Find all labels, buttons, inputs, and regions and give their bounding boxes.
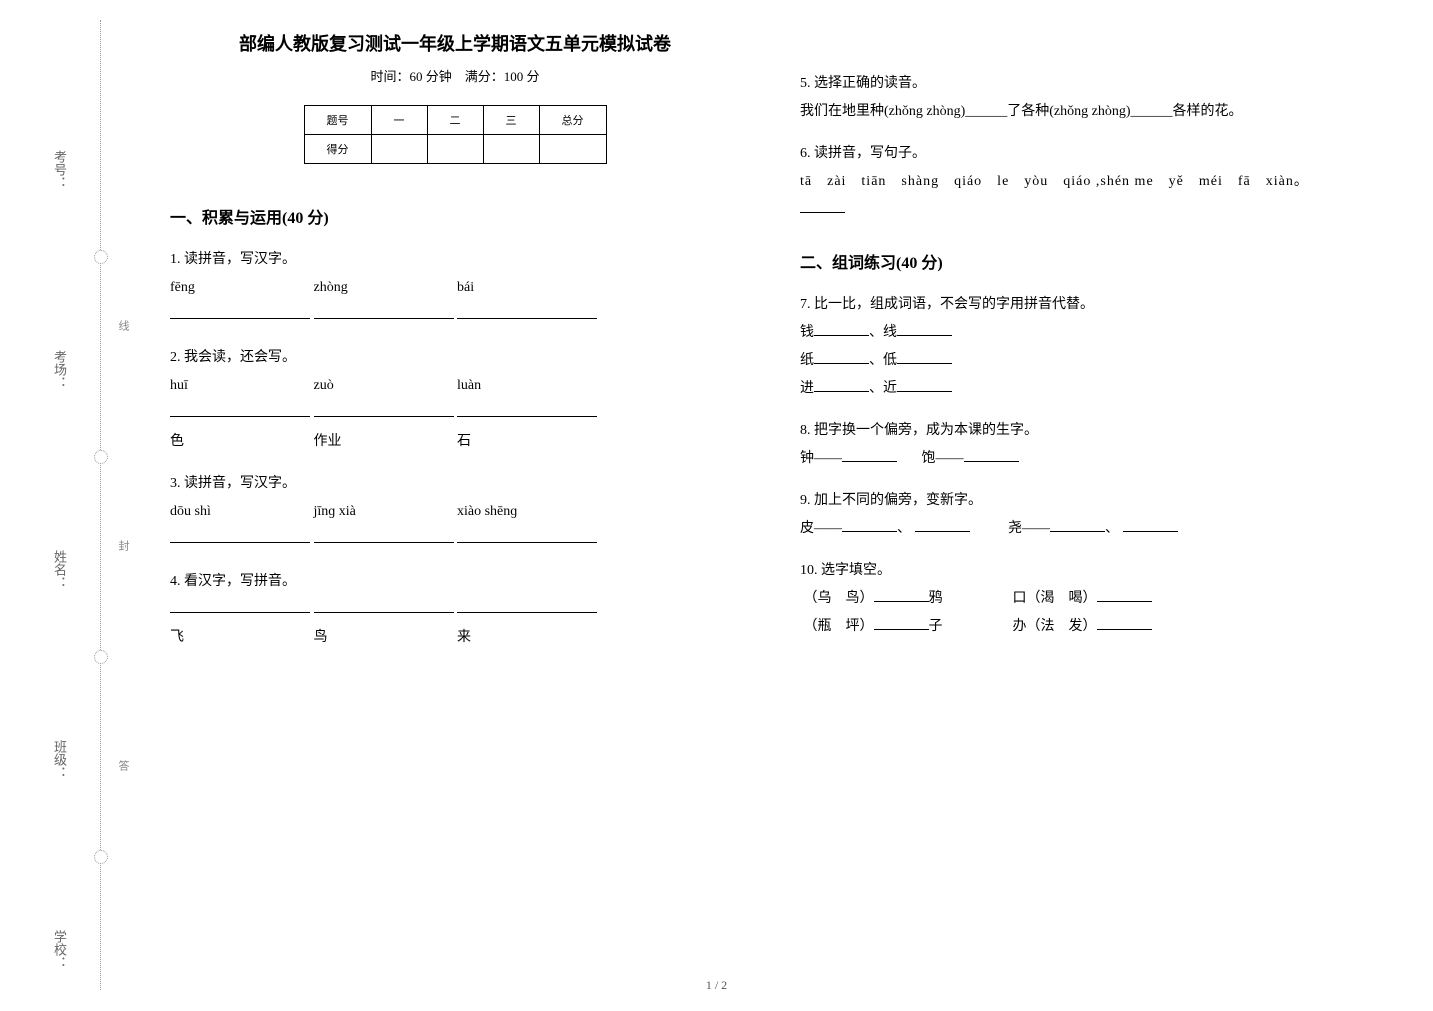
q2-stem: 2. 我会读，还会写。 [170,344,740,372]
cut-mark: 封 [115,540,131,557]
question-4: 4. 看汉字，写拼音。 飞 鸟 来 [170,568,740,652]
q10-row: （瓶 坪）子 办（法 发） [800,613,1370,641]
td-blank [483,135,539,164]
q3-pinyin: dōu shì [170,498,310,526]
binding-dotted-line [100,20,101,990]
q6-pinyin: tā zài tiān shàng qiáo le yòu qiáo ,shén… [800,168,1370,196]
binding-label-class: 班级： [50,740,69,779]
answer-blank [170,596,310,624]
binding-circle [94,850,108,864]
q9-stem: 9. 加上不同的偏旁，变新字。 [800,487,1370,515]
question-6: 6. 读拼音，写句子。 tā zài tiān shàng qiáo le yò… [800,140,1370,224]
td-label: 得分 [304,135,371,164]
binding-circle [94,450,108,464]
question-2: 2. 我会读，还会写。 huī zuò luàn 色 作业 石 [170,344,740,456]
answer-blank [457,596,597,624]
q8-stem: 8. 把字换一个偏旁，成为本课的生字。 [800,417,1370,445]
page-footer: 1 / 2 [0,978,1433,993]
q4-char: 飞 [170,624,310,652]
question-5: 5. 选择正确的读音。 我们在地里种(zhǒng zhòng)______了各种… [800,70,1370,126]
q8-line: 钟—— 饱—— [800,445,1370,473]
q2-item: 作业 [314,400,454,456]
q2-item: 石 [457,400,597,456]
q4-char: 鸟 [314,624,454,652]
binding-circle [94,250,108,264]
q1-pinyin: fēng [170,274,310,302]
q7-stem: 7. 比一比，组成词语，不会写的字用拼音代替。 [800,291,1370,319]
section-1-head: 一、积累与运用(40 分) [170,204,740,228]
answer-blank [170,526,310,554]
q10-stem: 10. 选字填空。 [800,557,1370,585]
q7-pair: 纸、低 [800,347,1370,375]
section-2-head: 二、组词练习(40 分) [800,249,1370,273]
q6-stem: 6. 读拼音，写句子。 [800,140,1370,168]
answer-blank [314,526,454,554]
question-9: 9. 加上不同的偏旁，变新字。 皮——、 尧——、 [800,487,1370,543]
q5-line: 我们在地里种(zhǒng zhòng)______了各种(zhǒng zhòng… [800,98,1370,126]
binding-label-name: 姓名： [50,550,69,589]
td-blank [371,135,427,164]
q4-stem: 4. 看汉字，写拼音。 [170,568,740,596]
q4-char: 来 [457,624,597,652]
right-column: 5. 选择正确的读音。 我们在地里种(zhǒng zhòng)______了各种… [770,30,1400,666]
q7-pair: 钱、线 [800,319,1370,347]
q7-pair: 进、近 [800,375,1370,403]
td-blank [427,135,483,164]
q2-pinyin: luàn [457,372,597,400]
q1-stem: 1. 读拼音，写汉字。 [170,246,740,274]
paper-title: 部编人教版复习测试一年级上学期语文五单元模拟试卷 [170,30,740,56]
question-8: 8. 把字换一个偏旁，成为本课的生字。 钟—— 饱—— [800,417,1370,473]
left-column: 部编人教版复习测试一年级上学期语文五单元模拟试卷 时间：60 分钟 满分：100… [140,30,770,666]
table-row: 得分 [304,135,606,164]
question-10: 10. 选字填空。 （乌 鸟）鸦 口（渴 喝） （瓶 坪）子 办（法 发） [800,557,1370,641]
cut-mark: 线 [115,320,131,337]
q1-pinyin: zhòng [314,274,454,302]
answer-blank [800,196,1370,224]
q5-stem: 5. 选择正确的读音。 [800,70,1370,98]
th-label: 题号 [304,106,371,135]
q3-pinyin: xiào shēnɡ [457,498,597,526]
th-col: 二 [427,106,483,135]
th-col: 一 [371,106,427,135]
q9-line: 皮——、 尧——、 [800,515,1370,543]
q2-pinyin: zuò [314,372,454,400]
binding-label-id: 考号： [50,150,69,189]
q3-stem: 3. 读拼音，写汉字。 [170,470,740,498]
answer-blank [457,302,597,330]
answer-blank [314,302,454,330]
cut-mark: 答 [115,760,131,777]
question-3: 3. 读拼音，写汉字。 dōu shì jīnɡ xià xiào shēnɡ [170,470,740,554]
th-col: 三 [483,106,539,135]
th-total: 总分 [539,106,606,135]
q3-pinyin: jīnɡ xià [314,498,454,526]
binding-circle [94,650,108,664]
q2-item: 色 [170,400,310,456]
binding-label-room: 考场： [50,350,69,389]
time-score: 时间：60 分钟 满分：100 分 [170,66,740,85]
binding-label-school: 学校： [50,930,69,969]
answer-blank [457,526,597,554]
question-7: 7. 比一比，组成词语，不会写的字用拼音代替。 钱、线 纸、低 进、近 [800,291,1370,403]
q10-row: （乌 鸟）鸦 口（渴 喝） [800,585,1370,613]
score-table: 题号 一 二 三 总分 得分 [304,105,607,164]
answer-blank [170,302,310,330]
td-blank [539,135,606,164]
page-content: 部编人教版复习测试一年级上学期语文五单元模拟试卷 时间：60 分钟 满分：100… [140,30,1400,666]
table-row: 题号 一 二 三 总分 [304,106,606,135]
q1-pinyin: bái [457,274,597,302]
question-1: 1. 读拼音，写汉字。 fēng zhòng bái [170,246,740,330]
answer-blank [314,596,454,624]
q2-pinyin: huī [170,372,310,400]
